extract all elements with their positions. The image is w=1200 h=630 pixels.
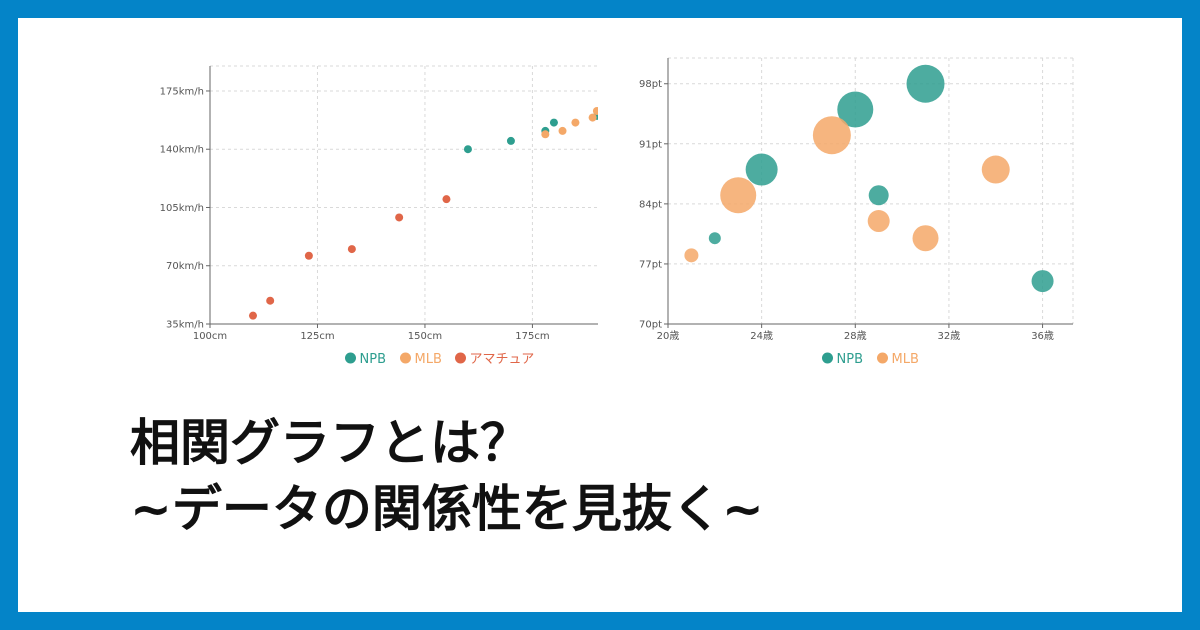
data-point-amateur	[248, 311, 257, 320]
legend-item[interactable]: アマチュア	[455, 352, 534, 367]
data-point-npb	[708, 232, 721, 245]
legend-marker	[455, 352, 466, 364]
y-tick-label: 175km/h	[160, 86, 204, 97]
data-point-npb	[837, 91, 874, 128]
legend-marker	[877, 352, 888, 364]
data-point-npb	[868, 185, 889, 206]
x-tick-label: 125cm	[300, 331, 334, 342]
data-point-amateur	[395, 213, 404, 222]
y-tick-label: 77pt	[639, 259, 662, 270]
data-point-mlb	[558, 126, 567, 135]
data-point-mlb	[571, 118, 580, 127]
data-point-mlb	[981, 155, 1010, 184]
speed-height-chart: 100cm125cm150cm175cm200cm35km/h70km/h105…	[160, 65, 598, 367]
x-tick-label: 32歳	[938, 330, 961, 342]
y-tick-label: 70pt	[639, 320, 662, 331]
data-point-mlb	[867, 210, 890, 233]
data-point-amateur	[442, 195, 451, 204]
legend-label: NPB	[360, 352, 386, 367]
score-age-chart: 20歳 24歳 28歳 32歳 36歳 70pt 77pt 84pt 91pt 98pt NPB ML…	[639, 57, 1074, 367]
data-point-amateur	[266, 296, 275, 305]
x-tick-label: 28歳	[844, 330, 867, 342]
y-tick-label: 35km/h	[166, 320, 204, 331]
legend-label: NPB	[837, 352, 863, 367]
data-point-mlb	[720, 177, 757, 214]
legend-label: アマチュア	[470, 352, 535, 367]
data-point-amateur	[347, 245, 356, 254]
x-tick-label: 24歳	[750, 330, 773, 342]
y-tick-label: 105km/h	[160, 203, 204, 214]
y-tick-label: 140km/h	[160, 145, 204, 156]
data-point-mlb	[812, 116, 851, 155]
data-point-mlb	[592, 106, 598, 115]
headline-line-1: 相関グラフとは？	[130, 414, 530, 472]
x-tick-label: 36歳	[1031, 330, 1054, 342]
x-tick-label: 100cm	[193, 331, 227, 342]
data-point-mlb	[541, 130, 550, 139]
legend-label: MLB	[892, 352, 919, 367]
x-tick-label: 150cm	[408, 331, 442, 342]
y-tick-label: 70km/h	[166, 261, 204, 272]
x-tick-label: 20歳	[657, 330, 680, 342]
data-point-npb	[745, 153, 778, 186]
y-tick-label: 84pt	[639, 199, 662, 210]
legend-item[interactable]: MLB	[400, 352, 442, 367]
legend-marker	[400, 352, 411, 364]
x-tick-label: 175cm	[515, 331, 549, 342]
card-frame: 100cm125cm150cm175cm200cm35km/h70km/h105…	[18, 18, 1182, 612]
legend-marker	[822, 352, 833, 364]
y-tick-label: 98pt	[639, 79, 662, 90]
y-tick-label: 91pt	[639, 139, 662, 150]
data-point-npb	[549, 118, 558, 127]
data-point-amateur	[304, 251, 313, 260]
data-point-npb	[463, 145, 472, 154]
legend-label: MLB	[415, 352, 442, 367]
data-point-npb	[506, 136, 515, 145]
data-point-mlb	[588, 113, 597, 122]
legend-item[interactable]: NPB	[822, 352, 863, 367]
data-point-mlb	[684, 248, 699, 263]
headline: 相関グラフとは？ ~データの関係性を見抜く~	[130, 410, 764, 542]
data-point-mlb	[912, 225, 939, 252]
headline-line-2: ~データの関係性を見抜く~	[130, 480, 764, 538]
legend-item[interactable]: NPB	[345, 352, 386, 367]
legend-item[interactable]: MLB	[877, 352, 919, 367]
data-point-npb	[906, 64, 945, 103]
legend-marker	[345, 352, 356, 364]
data-point-npb	[1031, 270, 1054, 293]
